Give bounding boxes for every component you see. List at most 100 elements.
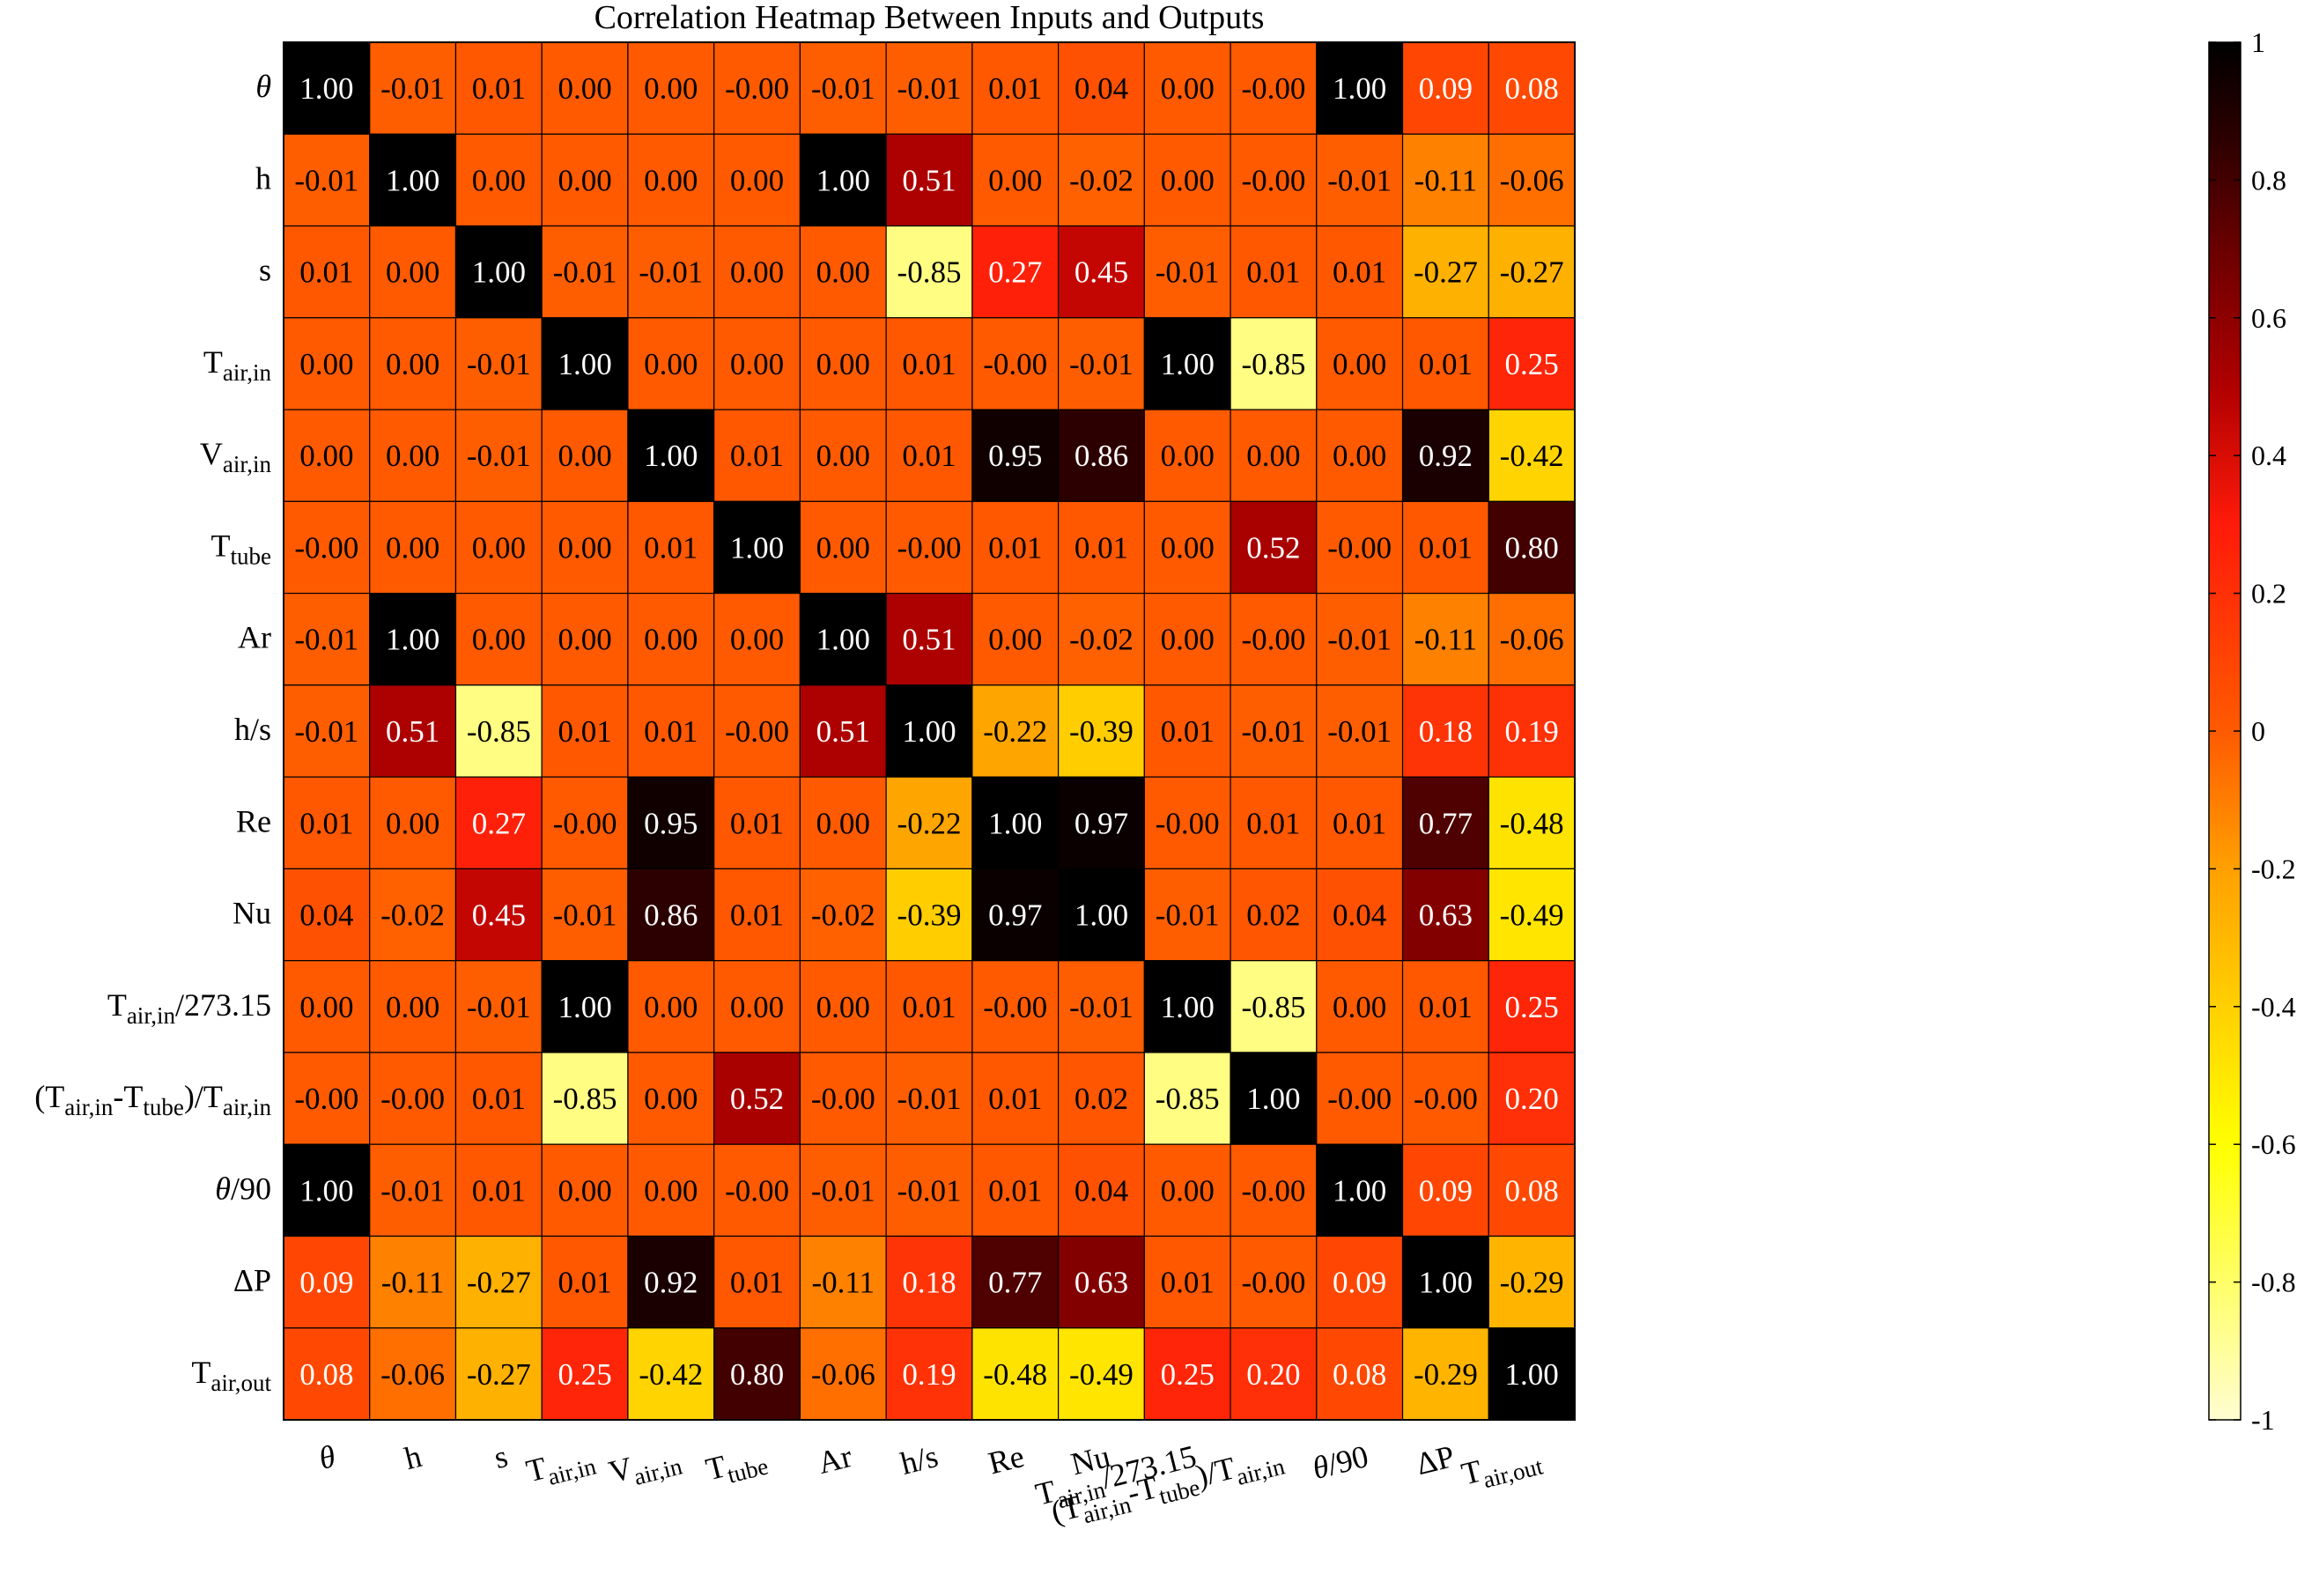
heatmap-cell-rect	[971, 500, 1060, 595]
heatmap-cell-value: 0.25	[1505, 347, 1559, 381]
heatmap-cell: -0.85	[454, 684, 543, 778]
heatmap-cell-value: 0.01	[988, 1173, 1042, 1208]
heatmap-cell-rect	[541, 1143, 629, 1238]
heatmap-cell: 0.45	[1057, 225, 1145, 319]
heatmap-cell-rect	[541, 960, 629, 1053]
colorbar-tick-label: 0	[2251, 715, 2265, 747]
heatmap-cell-rect	[799, 868, 887, 962]
heatmap-cell-value: -0.01	[294, 623, 358, 657]
heatmap-cell-value: -0.01	[897, 1082, 962, 1116]
heatmap-cell-rect	[283, 409, 371, 502]
heatmap-cell-value: 0.00	[644, 347, 698, 381]
heatmap-cell-rect	[627, 41, 715, 135]
heatmap-cell: 0.00	[1143, 409, 1231, 502]
heatmap-cell: -0.29	[1488, 1235, 1576, 1329]
heatmap-cell-value: 0.02	[1246, 898, 1300, 933]
heatmap-cell-rect	[1143, 1235, 1231, 1329]
heatmap-cell-value: -0.85	[467, 714, 531, 749]
heatmap-cell-rect	[1488, 409, 1576, 502]
heatmap-cell-rect	[799, 776, 887, 870]
heatmap-cell-value: 0.45	[472, 898, 526, 933]
heatmap-cell-value: 0.01	[988, 1082, 1042, 1116]
heatmap-cell-value: -0.27	[1414, 255, 1478, 290]
heatmap-cell: -0.00	[1230, 1235, 1318, 1329]
heatmap-cell: 0.08	[1316, 1327, 1404, 1421]
heatmap-cell-value: 0.00	[386, 530, 439, 565]
heatmap-cell-value: 0.00	[558, 1173, 611, 1208]
heatmap-cell-value: -0.01	[811, 1173, 875, 1208]
heatmap-cell-value: 0.92	[644, 1266, 698, 1300]
heatmap-cell-rect	[885, 592, 973, 686]
heatmap-cell: 0.00	[627, 1052, 715, 1145]
heatmap-cell-value: -0.00	[1241, 71, 1305, 106]
heatmap-cell-value: 1.00	[816, 163, 870, 197]
heatmap-cell-rect	[1316, 1143, 1404, 1238]
heatmap-cell: -0.48	[971, 1327, 1060, 1421]
heatmap-cell-rect	[1057, 868, 1145, 962]
heatmap-cell-value: 0.00	[816, 439, 870, 473]
heatmap-cell: 0.77	[1401, 776, 1489, 870]
heatmap-cell-value: 0.19	[1505, 714, 1559, 749]
heatmap-cell: 0.00	[283, 960, 371, 1053]
heatmap-cell: 1.00	[1143, 317, 1231, 410]
heatmap-cell-value: -0.00	[725, 1173, 789, 1208]
heatmap-cell: 0.04	[283, 868, 371, 962]
heatmap-cell-value: 1.00	[386, 623, 439, 657]
heatmap-cell-rect	[1143, 868, 1231, 962]
heatmap-cell-value: 0.01	[1161, 714, 1215, 749]
heatmap-cell-rect	[454, 317, 543, 410]
heatmap-cell: 0.01	[1316, 225, 1404, 319]
heatmap-cell: 0.00	[369, 960, 457, 1053]
heatmap-cell: 0.18	[1401, 684, 1489, 778]
heatmap-cell-value: 0.00	[730, 347, 784, 381]
heatmap-cell-value: 0.01	[988, 71, 1042, 106]
heatmap-cell: -0.01	[799, 1143, 887, 1238]
heatmap-cell-rect	[541, 1327, 629, 1421]
heatmap-cell: 0.97	[1057, 776, 1145, 870]
heatmap-cell-value: 0.77	[988, 1266, 1042, 1300]
heatmap-cell-value: -0.01	[553, 255, 617, 290]
heatmap-cell-value: 0.00	[299, 347, 353, 381]
heatmap-cell: 0.04	[1057, 41, 1145, 135]
heatmap-cell: -0.85	[541, 1052, 629, 1145]
heatmap-cell-value: 0.27	[988, 255, 1042, 290]
heatmap-cell: 0.01	[454, 1143, 543, 1238]
heatmap-cell-value: 0.00	[1333, 347, 1386, 381]
column-label-h: h	[401, 1438, 425, 1476]
heatmap-cell-rect	[1316, 41, 1404, 135]
heatmap-cell-rect	[627, 592, 715, 686]
heatmap-cell-value: 0.00	[386, 990, 439, 1024]
row-label-s: s	[259, 253, 271, 288]
heatmap-cell-value: 0.00	[988, 623, 1042, 657]
heatmap-cell-rect	[1230, 868, 1318, 962]
heatmap-cell-rect	[1143, 317, 1231, 410]
heatmap-cell: 0.01	[885, 317, 973, 410]
heatmap-cell-value: 0.00	[644, 623, 698, 657]
heatmap-cell-rect	[885, 133, 973, 227]
heatmap-cell: 0.00	[799, 409, 887, 502]
row-label-v-air-in: Vair,in​	[200, 436, 272, 477]
column-label-delta-p: ΔP	[1413, 1438, 1459, 1481]
heatmap-cell-rect	[713, 41, 801, 135]
heatmap-cell-rect	[799, 1052, 887, 1145]
heatmap-cell: 0.08	[1488, 41, 1576, 135]
heatmap-cell: -0.01	[454, 317, 543, 410]
heatmap-cell-value: 0.01	[558, 714, 611, 749]
heatmap-cell-value: 0.45	[1075, 255, 1128, 290]
heatmap-cell: -0.02	[1057, 133, 1145, 227]
heatmap-cell-value: 0.00	[816, 347, 870, 381]
column-label-t-tube: Ttube​	[702, 1438, 771, 1493]
heatmap-cell: -0.85	[1230, 317, 1318, 410]
heatmap-cell: 1.00	[541, 317, 629, 410]
heatmap-cell: 0.00	[369, 776, 457, 870]
heatmap-cell: 0.77	[971, 1235, 1060, 1329]
heatmap-cell-rect	[1057, 592, 1145, 686]
heatmap-cell: -0.01	[283, 592, 371, 686]
heatmap-cell: -0.01	[627, 225, 715, 319]
heatmap-cell: -0.01	[1143, 868, 1231, 962]
heatmap-cell-rect	[713, 317, 801, 410]
heatmap-cell-rect	[799, 684, 887, 778]
heatmap-cell: 0.20	[1230, 1327, 1318, 1421]
heatmap-cell-value: 1.00	[1419, 1266, 1473, 1300]
heatmap-cell: 0.92	[1401, 409, 1489, 502]
